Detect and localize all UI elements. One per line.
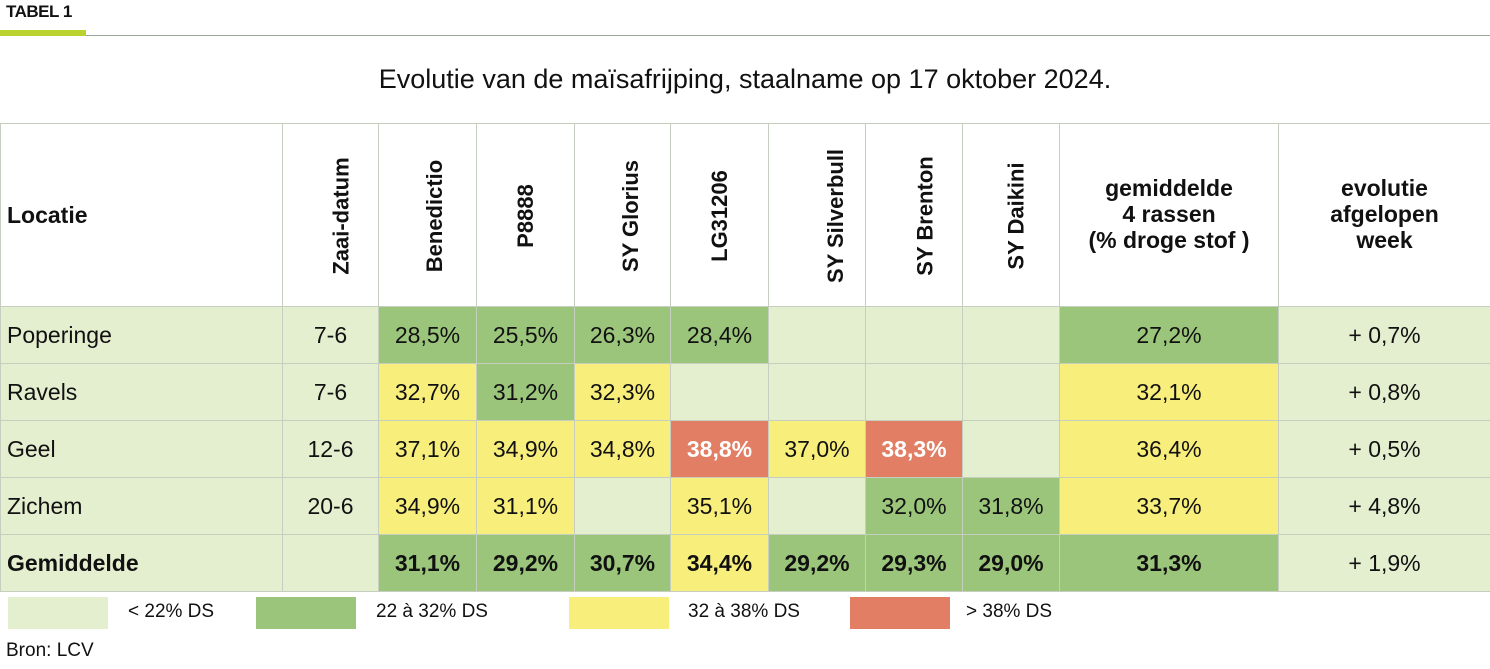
header-row: Locatie Zaai-datum Benedictio P8888 SY G… [0, 123, 1490, 307]
legend-label: 22 à 32% DS [376, 601, 488, 622]
cell-benedictio: 28,5% [378, 306, 477, 364]
cell-sy-silverbull [768, 363, 866, 421]
cell-locatie: Geel [0, 420, 283, 478]
cell-sy-brenton: 29,3% [865, 534, 963, 592]
legend-label: > 38% DS [966, 601, 1053, 622]
cell-zaai [282, 534, 379, 592]
legend-swatch-red [850, 597, 950, 629]
table-row: Geel 12-6 37,1% 34,9% 34,8% 38,8% 37,0% … [0, 420, 1490, 478]
cell-locatie: Gemiddelde [0, 534, 283, 592]
cell-benedictio: 32,7% [378, 363, 477, 421]
legend: < 22% DS 22 à 32% DS 32 à 38% DS > 38% D… [0, 597, 1490, 629]
cell-lg31206: 35,1% [670, 477, 769, 535]
cell-sy-daikini [962, 363, 1060, 421]
average-row: Gemiddelde 31,1% 29,2% 30,7% 34,4% 29,2%… [0, 534, 1490, 592]
cell-benedictio: 31,1% [378, 534, 477, 592]
cell-benedictio: 37,1% [378, 420, 477, 478]
table-row: Zichem 20-6 34,9% 31,1% 35,1% 32,0% 31,8… [0, 477, 1490, 535]
legend-label: < 22% DS [128, 601, 215, 622]
header-sy-brenton: SY Brenton [865, 123, 963, 307]
source-note: Bron: LCV [6, 640, 94, 661]
cell-zaai: 7-6 [282, 363, 379, 421]
cell-p8888: 29,2% [476, 534, 575, 592]
cell-benedictio: 34,9% [378, 477, 477, 535]
header-sy-glorius: SY Glorius [574, 123, 671, 307]
cell-gemiddelde: 32,1% [1059, 363, 1279, 421]
cell-gemiddelde: 33,7% [1059, 477, 1279, 535]
cell-sy-glorius: 30,7% [574, 534, 671, 592]
cell-zaai: 20-6 [282, 477, 379, 535]
cell-sy-glorius: 26,3% [574, 306, 671, 364]
cell-p8888: 31,1% [476, 477, 575, 535]
cell-sy-glorius [574, 477, 671, 535]
cell-gemiddelde: 27,2% [1059, 306, 1279, 364]
legend-swatch-light [8, 597, 108, 629]
header-benedictio: Benedictio [378, 123, 477, 307]
cell-sy-silverbull [768, 306, 866, 364]
cell-p8888: 25,5% [476, 306, 575, 364]
cell-sy-silverbull: 37,0% [768, 420, 866, 478]
cell-locatie: Ravels [0, 363, 283, 421]
header-sy-daikini: SY Daikini [962, 123, 1060, 307]
header-sy-silverbull: SY Silverbull [768, 123, 866, 307]
cell-sy-brenton: 38,3% [865, 420, 963, 478]
cell-sy-daikini [962, 420, 1060, 478]
legend-swatch-green [256, 597, 356, 629]
cell-sy-daikini: 31,8% [962, 477, 1060, 535]
table-tag: TABEL 1 [6, 2, 72, 21]
cell-sy-silverbull [768, 477, 866, 535]
cell-sy-glorius: 32,3% [574, 363, 671, 421]
cell-p8888: 31,2% [476, 363, 575, 421]
cell-zaai: 12-6 [282, 420, 379, 478]
cell-locatie: Zichem [0, 477, 283, 535]
legend-label: 32 à 38% DS [688, 601, 800, 622]
header-evolutie: evolutie afgelopen week [1278, 123, 1490, 307]
table-row: Poperinge 7-6 28,5% 25,5% 26,3% 28,4% 27… [0, 306, 1490, 364]
cell-evolutie: + 0,5% [1278, 420, 1490, 478]
header-locatie: Locatie [0, 123, 283, 307]
cell-gemiddelde: 36,4% [1059, 420, 1279, 478]
header-lg31206: LG31206 [670, 123, 769, 307]
cell-sy-brenton [865, 363, 963, 421]
cell-sy-glorius: 34,8% [574, 420, 671, 478]
ripening-table: Locatie Zaai-datum Benedictio P8888 SY G… [0, 123, 1490, 592]
header-zaai-datum: Zaai-datum [282, 123, 379, 307]
cell-sy-brenton [865, 306, 963, 364]
table-row: Ravels 7-6 32,7% 31,2% 32,3% 32,1% + 0,8… [0, 363, 1490, 421]
table-title: Evolutie van de maïsafrijping, staalname… [378, 64, 1112, 94]
cell-lg31206: 38,8% [670, 420, 769, 478]
cell-sy-brenton: 32,0% [865, 477, 963, 535]
cell-evolutie: + 0,7% [1278, 306, 1490, 364]
cell-evolutie: + 1,9% [1278, 534, 1490, 592]
cell-evolutie: + 4,8% [1278, 477, 1490, 535]
cell-sy-daikini [962, 306, 1060, 364]
cell-lg31206 [670, 363, 769, 421]
cell-locatie: Poperinge [0, 306, 283, 364]
cell-evolutie: + 0,8% [1278, 363, 1490, 421]
cell-sy-silverbull: 29,2% [768, 534, 866, 592]
header-divider [86, 35, 1490, 36]
cell-lg31206: 34,4% [670, 534, 769, 592]
header-gemiddelde: gemiddelde 4 rassen (% droge stof ) [1059, 123, 1279, 307]
tag-accent-bar [0, 30, 86, 36]
cell-sy-daikini: 29,0% [962, 534, 1060, 592]
legend-swatch-yellow [569, 597, 669, 629]
cell-p8888: 34,9% [476, 420, 575, 478]
cell-gemiddelde: 31,3% [1059, 534, 1279, 592]
header-p8888: P8888 [476, 123, 575, 307]
cell-zaai: 7-6 [282, 306, 379, 364]
cell-lg31206: 28,4% [670, 306, 769, 364]
